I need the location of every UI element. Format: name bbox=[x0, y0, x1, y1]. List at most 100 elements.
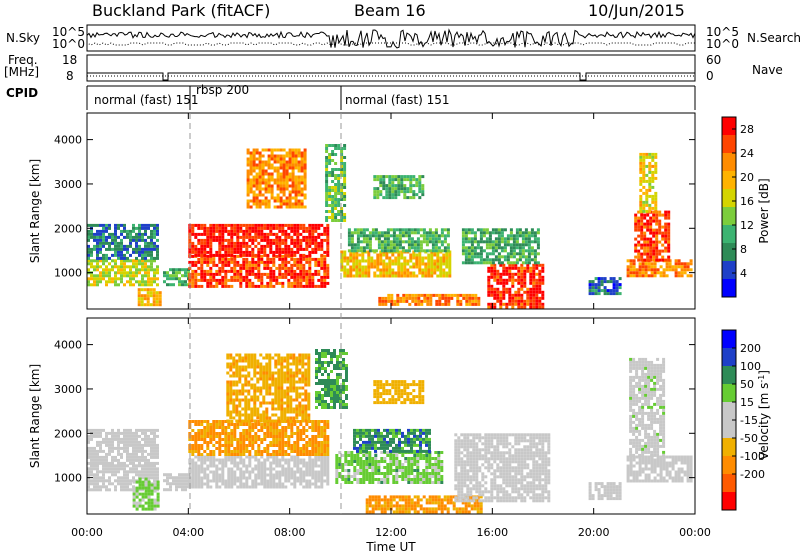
data-cell bbox=[250, 353, 254, 357]
data-cell bbox=[515, 252, 519, 256]
data-cell bbox=[535, 281, 539, 285]
data-cell bbox=[278, 485, 282, 489]
data-cell bbox=[493, 287, 497, 291]
data-cell bbox=[379, 271, 383, 275]
data-cell bbox=[350, 240, 354, 244]
data-cell bbox=[238, 401, 242, 405]
data-cell bbox=[233, 254, 237, 258]
data-cell bbox=[247, 401, 251, 405]
data-cell bbox=[268, 377, 272, 381]
data-cell bbox=[403, 196, 407, 200]
data-cell bbox=[156, 265, 159, 269]
data-cell bbox=[147, 259, 150, 263]
data-cell bbox=[667, 237, 671, 241]
data-cell bbox=[111, 265, 114, 269]
data-cell bbox=[226, 356, 230, 360]
data-cell bbox=[629, 259, 633, 263]
data-cell bbox=[120, 455, 123, 459]
data-cell bbox=[646, 249, 650, 253]
data-cell bbox=[499, 263, 503, 267]
data-cell bbox=[102, 271, 105, 275]
data-cell bbox=[391, 271, 395, 275]
data-cell bbox=[294, 160, 298, 164]
data-cell bbox=[439, 268, 443, 272]
data-cell bbox=[326, 470, 330, 474]
data-cell bbox=[394, 184, 398, 188]
data-cell bbox=[260, 438, 264, 441]
data-cell bbox=[284, 458, 288, 462]
data-cell bbox=[248, 260, 252, 264]
data-cell bbox=[230, 432, 234, 435]
data-cell bbox=[515, 243, 519, 247]
data-cell bbox=[253, 371, 257, 375]
data-cell bbox=[150, 440, 153, 444]
data-cell bbox=[111, 434, 114, 438]
data-cell bbox=[144, 247, 147, 251]
data-cell bbox=[206, 263, 210, 267]
data-cell bbox=[206, 232, 210, 236]
data-cell bbox=[634, 228, 638, 232]
data-cell bbox=[274, 371, 278, 375]
data-cell bbox=[293, 232, 297, 236]
data-cell bbox=[264, 178, 268, 182]
data-cell bbox=[514, 263, 518, 267]
data-cell bbox=[527, 252, 531, 256]
data-cell bbox=[87, 467, 90, 471]
data-cell bbox=[273, 181, 277, 185]
data-cell bbox=[305, 226, 309, 230]
data-cell bbox=[326, 473, 330, 477]
data-cell bbox=[416, 246, 420, 250]
data-cell bbox=[353, 243, 357, 247]
data-cell bbox=[529, 296, 533, 300]
data-cell bbox=[126, 449, 129, 453]
data-cell bbox=[320, 426, 324, 429]
data-cell bbox=[320, 263, 324, 267]
data-cell bbox=[279, 184, 283, 188]
data-cell bbox=[524, 228, 528, 232]
data-cell bbox=[323, 441, 327, 444]
data-cell bbox=[639, 200, 643, 204]
data-cell bbox=[123, 443, 126, 447]
data-cell bbox=[227, 278, 231, 282]
data-cell bbox=[247, 407, 251, 411]
data-cell bbox=[200, 226, 204, 230]
data-cell bbox=[648, 206, 652, 210]
data-cell bbox=[350, 231, 354, 235]
data-cell bbox=[606, 289, 610, 293]
data-cell bbox=[260, 272, 264, 276]
data-cell bbox=[236, 444, 240, 447]
data-cell bbox=[442, 253, 446, 257]
data-cell bbox=[293, 444, 297, 447]
data-cell bbox=[206, 479, 210, 483]
data-cell bbox=[367, 250, 371, 254]
data-cell bbox=[221, 482, 225, 486]
data-cell bbox=[218, 453, 222, 456]
data-cell bbox=[236, 455, 240, 459]
data-cell bbox=[509, 255, 513, 259]
data-cell bbox=[529, 281, 533, 285]
data-cell bbox=[235, 359, 239, 363]
data-cell bbox=[398, 231, 402, 235]
data-cell bbox=[533, 231, 537, 235]
data-cell bbox=[325, 156, 329, 159]
data-cell bbox=[105, 458, 108, 462]
data-cell bbox=[340, 147, 344, 150]
data-cell bbox=[442, 262, 446, 266]
data-cell bbox=[257, 464, 261, 468]
data-cell bbox=[479, 246, 483, 250]
data-cell bbox=[374, 228, 378, 232]
data-cell bbox=[499, 272, 503, 276]
data-cell bbox=[227, 458, 231, 462]
data-cell bbox=[273, 169, 277, 173]
data-cell bbox=[93, 268, 96, 272]
data-cell bbox=[230, 485, 234, 489]
data-cell bbox=[265, 365, 269, 369]
data-cell bbox=[517, 275, 521, 279]
data-cell bbox=[290, 281, 294, 285]
data-cell bbox=[244, 401, 248, 405]
data-cell bbox=[303, 166, 307, 170]
data-cell bbox=[389, 249, 393, 253]
data-cell bbox=[242, 444, 246, 447]
data-cell bbox=[258, 205, 262, 209]
data-cell bbox=[206, 269, 210, 273]
